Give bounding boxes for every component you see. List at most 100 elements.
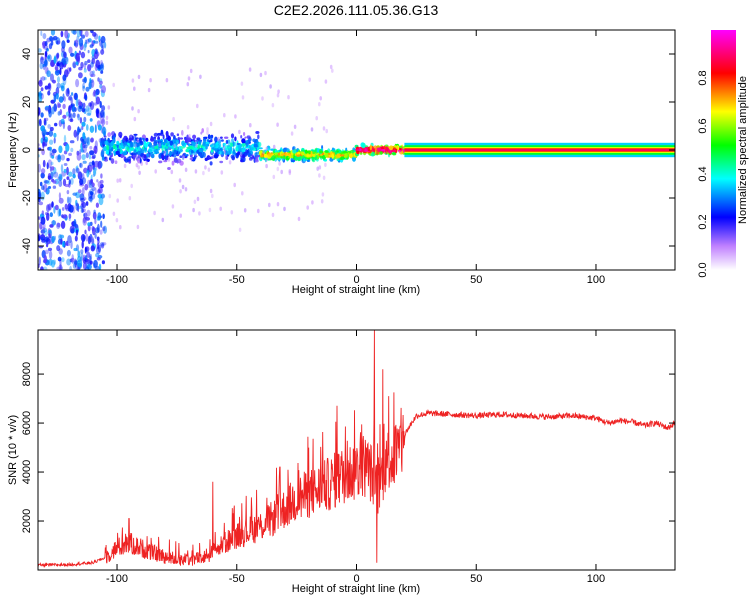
- heatmap-cell: [53, 56, 57, 65]
- heatmap-cell: [280, 169, 284, 175]
- heatmap-cell: [248, 141, 251, 144]
- heatmap-cell: [99, 242, 105, 247]
- heatmap-cell: [62, 93, 65, 101]
- heatmap-cell: [287, 156, 290, 159]
- heatmap-cell: [43, 255, 47, 264]
- heatmap-cell: [115, 150, 120, 155]
- heatmap-cell: [95, 252, 100, 258]
- heatmap-cell: [69, 105, 73, 111]
- heatmap-cell: [61, 40, 66, 49]
- heatmap-cell: [345, 147, 348, 152]
- heatmap-cell: [51, 235, 55, 244]
- heatmap-cell: [68, 213, 72, 219]
- heatmap-cell: [170, 169, 174, 175]
- bottom-y-tick-label: 4000: [21, 460, 33, 484]
- heatmap-cell: [325, 128, 329, 134]
- heatmap-cell: [62, 241, 65, 248]
- heatmap-cell: [56, 222, 61, 228]
- heatmap-cell: [58, 248, 63, 255]
- heatmap-cell: [198, 139, 202, 146]
- heatmap-cell: [140, 161, 143, 166]
- heatmap-cell: [392, 149, 397, 152]
- heatmap-cell: [387, 149, 391, 154]
- heatmap-cell: [38, 197, 41, 203]
- heatmap-cell: [276, 202, 280, 207]
- heatmap-cell: [58, 197, 64, 204]
- heatmap-cell: [83, 216, 86, 224]
- heatmap-cell: [248, 67, 252, 72]
- heatmap-cell: [296, 154, 301, 157]
- heatmap-cell: [211, 193, 214, 199]
- heatmap-cell: [86, 169, 90, 178]
- heatmap-cell: [251, 154, 254, 160]
- heatmap-cell: [89, 80, 94, 83]
- heatmap-cell: [332, 150, 336, 153]
- heatmap-cell: [371, 151, 375, 156]
- heatmap-cell: [100, 110, 104, 118]
- heatmap-cell: [44, 249, 49, 255]
- heatmap-cell: [70, 257, 75, 263]
- heatmap-cell: [56, 53, 60, 60]
- heatmap-cell: [70, 147, 74, 153]
- heatmap-cell: [65, 88, 70, 97]
- heatmap-cell: [85, 201, 89, 206]
- heatmap-cell: [103, 41, 107, 49]
- heatmap-cell: [52, 35, 58, 41]
- heatmap-cell: [92, 32, 97, 37]
- heatmap-cell: [209, 188, 213, 194]
- heatmap-cell: [47, 83, 51, 90]
- heatmap-cell: [133, 86, 136, 91]
- heatmap-cell: [83, 144, 88, 149]
- heatmap-cell: [56, 62, 60, 67]
- heatmap-cell: [153, 210, 156, 216]
- top-x-tick-label: -100: [106, 274, 128, 286]
- heatmap-cell: [109, 155, 112, 158]
- heatmap-cell: [274, 152, 278, 155]
- heatmap-cell: [321, 152, 325, 156]
- heatmap-cell: [38, 79, 43, 87]
- heatmap-cell: [57, 208, 60, 217]
- heatmap-cell: [84, 60, 88, 66]
- heatmap-cell: [41, 76, 46, 81]
- spectrogram-plot: -100 -50 0 50 100 -40 -20 0 20 40 Height of stra…: [7, 29, 676, 296]
- heatmap-cell: [129, 141, 134, 148]
- heatmap-cell: [253, 143, 258, 148]
- heatmap-cell: [145, 160, 148, 166]
- heatmap-cell: [90, 61, 94, 68]
- heatmap-cell: [249, 123, 252, 128]
- heatmap-cell: [158, 160, 163, 164]
- heatmap-cell: [78, 189, 82, 194]
- heatmap-cell: [42, 33, 47, 40]
- heatmap-cell: [171, 204, 175, 209]
- heatmap-cell: [85, 152, 89, 159]
- heatmap-cell: [134, 143, 137, 148]
- heatmap-cell: [219, 160, 224, 164]
- heatmap-cell: [40, 137, 44, 144]
- heatmap-cell: [93, 40, 99, 44]
- heatmap-cell: [80, 252, 84, 261]
- heatmap-cell: [43, 58, 49, 68]
- heatmap-cell: [68, 46, 73, 54]
- heatmap-cell: [89, 150, 95, 156]
- heatmap-cell: [83, 197, 87, 201]
- heatmap-cell: [138, 146, 141, 152]
- heatmap-cell: [96, 243, 100, 250]
- heatmap-cell: [63, 214, 67, 219]
- heatmap-cell: [39, 181, 43, 187]
- top-y-tick-label: -20: [21, 190, 33, 206]
- heatmap-cell: [77, 259, 83, 268]
- heatmap-cell: [255, 131, 260, 134]
- heatmap-cell: [112, 136, 116, 140]
- heatmap-cell: [283, 206, 286, 212]
- heatmap-cell: [71, 254, 74, 262]
- heatmap-cell: [318, 102, 321, 107]
- heatmap-cell: [89, 260, 93, 265]
- heatmap-cell: [184, 187, 188, 192]
- heatmap-cell: [137, 109, 140, 114]
- heatmap-cell: [153, 136, 157, 139]
- heatmap-cell: [86, 38, 90, 44]
- heatmap-cell: [154, 145, 159, 150]
- heatmap-cell: [58, 208, 62, 217]
- heatmap-cell: [81, 201, 84, 206]
- colorbar-label: Normalized spectral amplitude: [737, 76, 749, 224]
